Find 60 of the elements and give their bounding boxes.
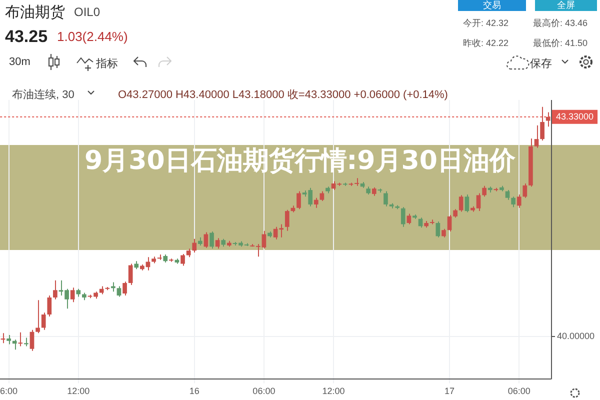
candlestick	[296, 190, 301, 210]
candlestick	[53, 280, 58, 300]
candlestick	[122, 281, 127, 296]
candlestick	[464, 194, 470, 213]
text: 布油期货	[5, 3, 65, 22]
candlestick	[511, 196, 516, 208]
x-tick-label: 12:00	[67, 386, 90, 396]
text: 1.03(2.44%)	[57, 29, 128, 44]
candlestick	[215, 238, 220, 250]
candlestick	[320, 190, 324, 202]
text: 昨收: 42.22	[463, 37, 509, 50]
candlestick	[522, 182, 528, 198]
candlestick	[18, 332, 23, 347]
candlestick	[116, 286, 122, 298]
candlestick	[284, 209, 290, 232]
candlestick	[406, 213, 412, 225]
candlestick	[400, 206, 406, 228]
text: 30m	[9, 56, 30, 68]
text: 今开: 42.32	[463, 17, 509, 30]
text: 40.00000	[557, 330, 595, 341]
text: 43.25	[5, 27, 48, 47]
candlestick	[482, 185, 486, 198]
candlestick	[540, 106, 544, 142]
candlestick	[180, 254, 185, 266]
candlestick	[36, 300, 40, 334]
x-tick-label: 06:00	[252, 386, 276, 396]
candlestick	[534, 124, 539, 148]
candlestick	[111, 282, 116, 292]
x-tick-label: 16	[189, 386, 200, 396]
text: 指标	[96, 57, 118, 71]
x-tick-label: 06:00	[508, 386, 530, 396]
candlestick	[47, 294, 52, 317]
candlestick	[516, 194, 522, 208]
candlestick	[384, 190, 388, 207]
candlestick	[6, 334, 11, 345]
text: O43.27000 H43.40000 L43.18000 收=43.33000 +0.06000 (+0.14%)	[118, 88, 448, 102]
candlestick	[210, 231, 214, 250]
candlestick	[314, 197, 318, 208]
candlestick	[458, 194, 464, 212]
text: 最高价: 43.46	[533, 17, 588, 30]
candlestick	[41, 312, 46, 330]
text: 布油连续, 30	[12, 88, 74, 102]
text: 全屏	[535, 0, 597, 11]
candlestick	[436, 221, 440, 238]
candlestick	[30, 329, 34, 352]
candlestick	[70, 287, 75, 303]
candlestick	[204, 232, 208, 248]
x-tick-label: 17	[444, 386, 455, 396]
text: 最低价: 41.50	[533, 37, 588, 50]
candlestick	[505, 190, 510, 200]
candlestick	[12, 339, 17, 350]
x-tick-label: 6:00	[0, 386, 18, 396]
candlestick	[447, 214, 452, 232]
text: 43.33000	[556, 111, 594, 122]
text: 保存	[530, 57, 552, 71]
text: 交易	[458, 0, 526, 11]
candlestick	[128, 263, 133, 286]
text: OIL0	[74, 5, 100, 19]
x-tick-label: 12:00	[322, 386, 345, 396]
candlestick	[192, 238, 197, 254]
